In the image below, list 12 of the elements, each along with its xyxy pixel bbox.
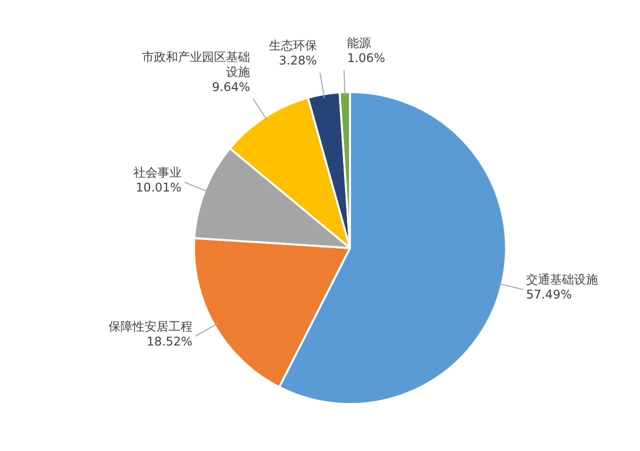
slice-label: 交通基础设施 — [526, 272, 598, 287]
data-label: 10.01% — [136, 180, 182, 194]
slice-label: 保障性安居工程 — [108, 319, 192, 334]
slice-label: 能源 — [347, 36, 372, 50]
data-label: 18.52% — [146, 334, 192, 348]
slice-label: 社会事业 — [134, 165, 182, 180]
data-label: 3.28% — [278, 54, 317, 68]
slice-label: 生态环保 — [268, 38, 317, 53]
data-label: 57.49% — [526, 288, 572, 302]
slice-label: 市政和产业园区基础设施 — [142, 50, 250, 79]
data-label: 1.06% — [347, 51, 386, 66]
data-label: 9.64% — [212, 80, 250, 94]
